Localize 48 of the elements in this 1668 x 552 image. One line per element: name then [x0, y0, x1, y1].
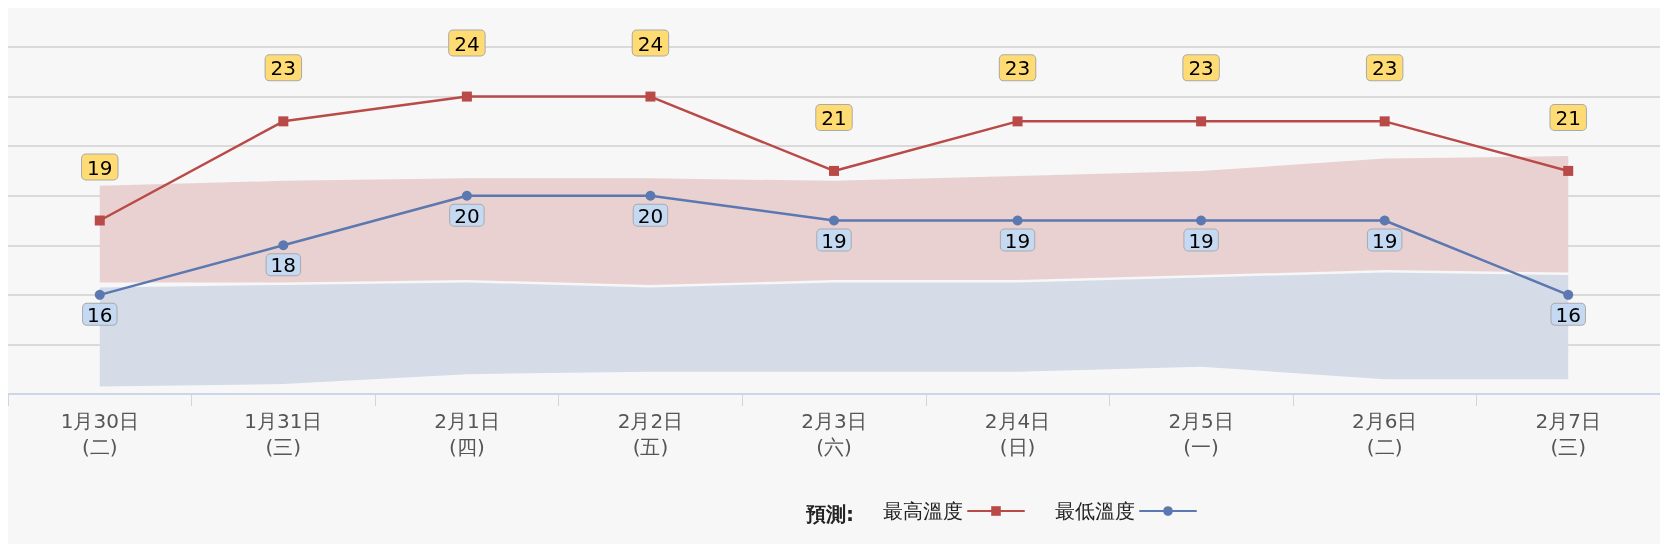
x-tick-label: 2月2日 (五)	[617, 409, 684, 459]
data-label: 19	[1188, 228, 1214, 253]
point	[829, 165, 839, 176]
point	[461, 91, 472, 102]
point	[1563, 165, 1574, 176]
data-label: 24	[454, 31, 480, 56]
point	[1379, 116, 1390, 127]
point	[94, 289, 105, 300]
point	[461, 190, 472, 201]
data-label: 16	[87, 302, 113, 327]
legend-label: 最高溫度	[883, 499, 963, 523]
data-label: 16	[1555, 302, 1581, 327]
x-tick-label: 2月1日 (四)	[434, 409, 500, 459]
data-label: 24	[637, 31, 664, 56]
x-tick-label: 2月6日 (二)	[1351, 409, 1418, 459]
data-label: 19	[1004, 228, 1031, 253]
point	[94, 215, 105, 226]
legend-label: 最低溫度	[1055, 499, 1135, 523]
data-label: 18	[270, 253, 297, 278]
data-label: 21	[821, 105, 847, 130]
x-tick-label: 2月7日 (三)	[1535, 409, 1601, 459]
data-label: 19	[87, 155, 113, 180]
x-tick-label: 2月4日 (日)	[984, 409, 1051, 459]
data-label: 20	[637, 203, 664, 228]
legend-title: 預測:	[805, 502, 854, 526]
data-label: 19	[821, 228, 847, 253]
point	[1196, 215, 1207, 226]
data-label: 23	[1371, 56, 1398, 81]
data-label: 20	[454, 203, 480, 228]
data-label: 21	[1555, 105, 1581, 130]
x-tick-label: 2月5日 (一)	[1168, 409, 1234, 459]
x-tick-label: 2月3日 (六)	[801, 409, 867, 459]
data-label: 23	[270, 56, 297, 81]
point	[1563, 289, 1574, 300]
x-tick-label: 1月30日 (二)	[60, 409, 139, 459]
data-label: 23	[1004, 56, 1031, 81]
point	[1012, 116, 1023, 127]
point	[1379, 215, 1390, 226]
point	[278, 240, 289, 251]
point	[1012, 215, 1023, 226]
data-label: 19	[1371, 228, 1398, 253]
point	[278, 116, 289, 127]
point	[645, 190, 656, 201]
x-tick-label: 1月31日 (三)	[244, 409, 323, 459]
point	[645, 91, 656, 102]
point	[829, 215, 839, 226]
point	[1196, 116, 1207, 127]
data-label: 23	[1188, 56, 1214, 81]
